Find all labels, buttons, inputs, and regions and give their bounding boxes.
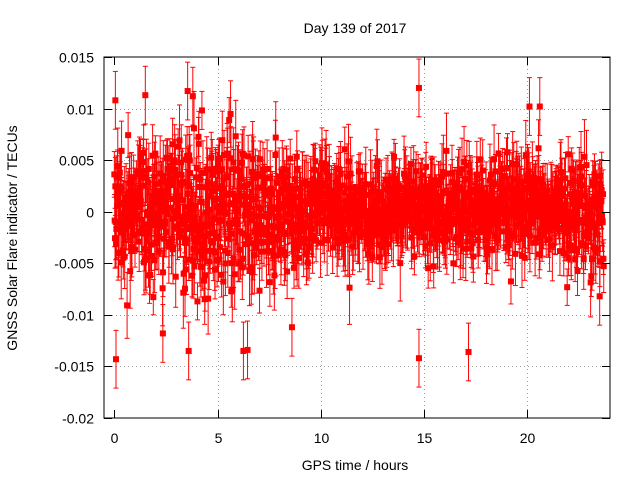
data-point	[244, 320, 251, 380]
data-point	[194, 282, 201, 321]
x-tick-label: 20	[520, 430, 536, 446]
y-tick-label: -0.005	[54, 256, 94, 272]
data-point	[596, 266, 603, 326]
data-point	[185, 321, 192, 381]
plot-frame	[103, 56, 611, 419]
x-tick-label: 15	[417, 430, 433, 446]
data-point	[415, 58, 422, 118]
data-point	[112, 329, 119, 389]
data-point	[288, 297, 295, 357]
y-axis-label: GNSS Solar Flare indicator / TECUs	[4, 125, 20, 350]
y-tick-label: 0.015	[59, 50, 94, 66]
data-series	[111, 58, 607, 389]
x-tick-label: 5	[215, 430, 223, 446]
data-point	[600, 239, 607, 294]
y-tick-labels: -0.02 -0.015 -0.01 -0.005 0 0.005 0.01 0.015	[54, 50, 94, 427]
data-point	[240, 321, 247, 381]
y-tick-label: -0.015	[54, 359, 94, 375]
data-point	[189, 66, 196, 126]
axis-ticks	[104, 57, 610, 419]
data-point	[142, 65, 149, 125]
chart-title: Day 139 of 2017	[304, 20, 407, 36]
y-tick-label: -0.02	[62, 411, 94, 427]
data-point	[465, 322, 472, 382]
data-point	[415, 328, 422, 388]
data-point	[198, 90, 205, 130]
data-point	[564, 268, 571, 306]
y-tick-label: 0.01	[67, 102, 94, 118]
data-point	[526, 77, 533, 136]
data-point	[112, 70, 119, 130]
data-point	[184, 61, 191, 121]
y-tick-label: 0.005	[59, 153, 94, 169]
data-point	[293, 130, 300, 184]
data-point	[536, 77, 543, 136]
x-tick-labels: 0 5 10 15 20	[111, 430, 536, 446]
data-point	[463, 139, 470, 192]
x-tick-label: 0	[111, 430, 119, 446]
y-tick-label: -0.01	[62, 308, 94, 324]
data-point	[272, 101, 279, 174]
x-tick-label: 10	[314, 430, 330, 446]
x-axis-label: GPS time / hours	[302, 457, 409, 473]
y-tick-label: 0	[86, 205, 94, 221]
data-point	[125, 112, 132, 159]
data-point	[159, 304, 166, 363]
data-point	[150, 279, 157, 316]
data-point	[600, 169, 607, 220]
